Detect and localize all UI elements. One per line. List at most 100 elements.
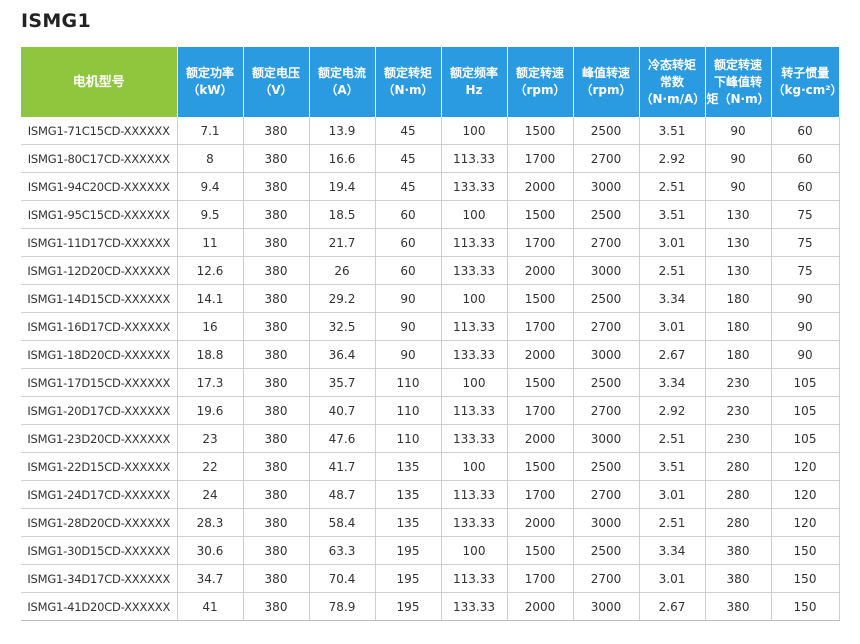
- value-cell: 14.1: [176, 284, 243, 313]
- value-cell: 3.51: [638, 117, 705, 145]
- model-cell: ISMG1-34D17CD-XXXXXX: [21, 564, 177, 593]
- value-cell: 47.6: [308, 424, 375, 453]
- value-cell: 1500: [506, 284, 573, 313]
- column-header-line: （rpm）: [514, 83, 566, 97]
- value-cell: 2700: [572, 564, 639, 593]
- value-cell: 48.7: [308, 480, 375, 509]
- value-cell: 70.4: [308, 564, 375, 593]
- value-cell: 17.3: [176, 368, 243, 397]
- value-cell: 58.4: [308, 508, 375, 537]
- value-cell: 380: [242, 396, 309, 425]
- value-cell: 180: [704, 312, 771, 341]
- value-cell: 75: [770, 200, 840, 229]
- value-cell: 1700: [506, 396, 573, 425]
- column-header-line: （N·m）: [382, 83, 434, 97]
- value-cell: 380: [242, 284, 309, 313]
- value-cell: 113.33: [440, 396, 507, 425]
- value-cell: 380: [242, 592, 309, 621]
- value-cell: 2.92: [638, 144, 705, 173]
- value-cell: 19.4: [308, 172, 375, 201]
- value-cell: 90: [770, 284, 840, 313]
- column-header-line: 下峰值转: [713, 74, 762, 89]
- value-cell: 2500: [572, 368, 639, 397]
- column-header: 额定转速 下峰值转 矩（N·m）: [704, 47, 771, 117]
- column-header: 电机型号: [21, 47, 177, 117]
- value-cell: 41.7: [308, 452, 375, 481]
- model-cell: ISMG1-80C17CD-XXXXXX: [21, 144, 177, 173]
- column-header-line: 转子惯量: [781, 66, 830, 80]
- table-row: ISMG1-94C20CD-XXXXXX 9.4 380 19.4 45 133.33 20…: [21, 172, 840, 201]
- value-cell: 133.33: [440, 592, 507, 621]
- value-cell: 230: [704, 396, 771, 425]
- value-cell: 2.67: [638, 592, 705, 621]
- table-row: ISMG1-34D17CD-XXXXXX 34.7 380 70.4 195 113.33…: [21, 564, 840, 593]
- value-cell: 3.01: [638, 228, 705, 257]
- value-cell: 133.33: [440, 340, 507, 369]
- column-header: 额定电流 （A）: [308, 47, 375, 117]
- column-header-line: （A）: [325, 83, 359, 97]
- value-cell: 1700: [506, 144, 573, 173]
- value-cell: 150: [770, 592, 840, 621]
- table-row: ISMG1-17D15CD-XXXXXX 17.3 380 35.7 110 100 150…: [21, 368, 840, 397]
- model-cell: ISMG1-28D20CD-XXXXXX: [21, 508, 177, 537]
- value-cell: 110: [374, 424, 441, 453]
- value-cell: 113.33: [440, 564, 507, 593]
- value-cell: 120: [770, 452, 840, 481]
- value-cell: 180: [704, 340, 771, 369]
- value-cell: 1700: [506, 228, 573, 257]
- column-header-line: （kg·cm²）: [772, 83, 843, 97]
- value-cell: 100: [440, 452, 507, 481]
- value-cell: 1700: [506, 564, 573, 593]
- value-cell: 380: [704, 592, 771, 621]
- value-cell: 150: [770, 536, 840, 565]
- value-cell: 133.33: [440, 256, 507, 285]
- column-header: 峰值转速 （rpm）: [572, 47, 639, 117]
- value-cell: 2700: [572, 480, 639, 509]
- value-cell: 90: [374, 340, 441, 369]
- column-header-line: 电机型号: [72, 74, 125, 90]
- value-cell: 3.51: [638, 452, 705, 481]
- model-cell: ISMG1-14D15CD-XXXXXX: [21, 284, 177, 313]
- value-cell: 195: [374, 564, 441, 593]
- value-cell: 380: [242, 480, 309, 509]
- column-header: 转子惯量 （kg·cm²）: [770, 47, 843, 117]
- value-cell: 380: [704, 536, 771, 565]
- column-header-line: 常数: [659, 74, 684, 89]
- column-header-line: 额定转矩: [383, 66, 432, 80]
- value-cell: 135: [374, 452, 441, 481]
- value-cell: 63.3: [308, 536, 375, 565]
- value-cell: 135: [374, 480, 441, 509]
- model-cell: ISMG1-18D20CD-XXXXXX: [21, 340, 177, 369]
- value-cell: 2000: [506, 592, 573, 621]
- column-header: 额定转矩 （N·m）: [374, 47, 441, 117]
- value-cell: 380: [242, 228, 309, 257]
- value-cell: 380: [242, 340, 309, 369]
- model-cell: ISMG1-11D17CD-XXXXXX: [21, 228, 177, 257]
- value-cell: 113.33: [440, 144, 507, 173]
- value-cell: 32.5: [308, 312, 375, 341]
- value-cell: 380: [242, 536, 309, 565]
- value-cell: 3000: [572, 256, 639, 285]
- table-row: ISMG1-30D15CD-XXXXXX 30.6 380 63.3 195 100 150…: [21, 536, 840, 565]
- column-header-line: 冷态转矩: [647, 57, 696, 72]
- value-cell: 1500: [506, 536, 573, 565]
- value-cell: 60: [374, 200, 441, 229]
- value-cell: 3000: [572, 340, 639, 369]
- value-cell: 75: [770, 256, 840, 285]
- value-cell: 113.33: [440, 480, 507, 509]
- value-cell: 23: [176, 424, 243, 453]
- table-row: ISMG1-14D15CD-XXXXXX 14.1 380 29.2 90 100 1500…: [21, 284, 840, 313]
- value-cell: 380: [242, 368, 309, 397]
- value-cell: 3.34: [638, 284, 705, 313]
- value-cell: 110: [374, 368, 441, 397]
- value-cell: 380: [242, 452, 309, 481]
- column-header-line: （V）: [259, 83, 293, 97]
- value-cell: 40.7: [308, 396, 375, 425]
- value-cell: 2.51: [638, 172, 705, 201]
- table-row: ISMG1-23D20CD-XXXXXX 23 380 47.6 110 133.33 20…: [21, 424, 840, 453]
- model-cell: ISMG1-16D17CD-XXXXXX: [21, 312, 177, 341]
- value-cell: 90: [770, 312, 840, 341]
- value-cell: 1700: [506, 480, 573, 509]
- value-cell: 26: [308, 256, 375, 285]
- table-row: ISMG1-28D20CD-XXXXXX 28.3 380 58.4 135 133.33…: [21, 508, 840, 537]
